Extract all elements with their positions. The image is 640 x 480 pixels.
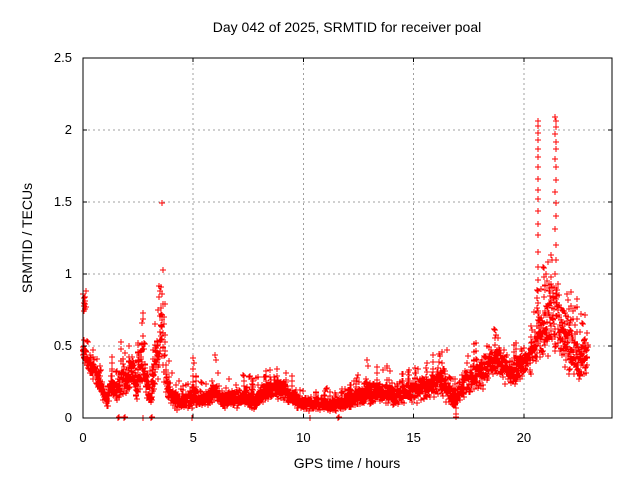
x-tick-label: 20 [516,430,532,445]
data-points [80,114,591,421]
x-tick-label: 10 [296,430,311,445]
plot-border [82,57,613,419]
chart-title: Day 042 of 2025, SRMTID for receiver poa… [212,19,482,35]
x-tick-label: 5 [189,430,197,445]
y-tick-label: 0 [64,410,72,425]
y-tick-label: 0.5 [53,338,72,353]
axis-ticks [82,57,612,419]
x-tick-label: 0 [79,430,87,445]
grid-lines [83,58,612,418]
y-tick-label: 2.5 [53,50,72,65]
y-tick-label: 1.5 [53,194,72,209]
x-tick-label: 15 [406,430,421,445]
y-tick-label: 2 [64,122,72,137]
y-tick-label: 1 [64,266,72,281]
x-axis-label: GPS time / hours [293,455,401,471]
